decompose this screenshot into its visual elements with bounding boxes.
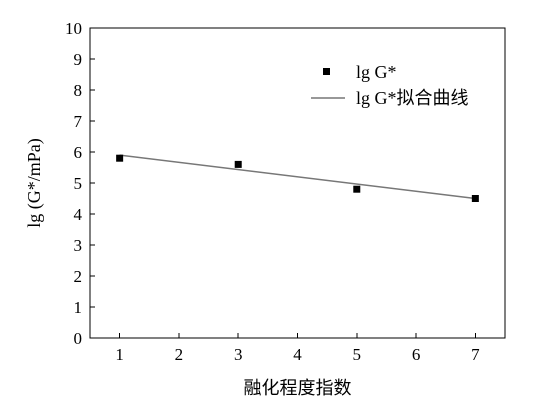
plot-area <box>89 27 506 339</box>
x-axis: 1 2 3 4 5 6 7 <box>115 333 480 364</box>
legend: lg G* lg G*拟合曲线 <box>311 62 469 108</box>
y-tick-label-10: 10 <box>65 19 82 38</box>
data-point-7 <box>471 195 479 202</box>
y-tick-label-8: 8 <box>74 81 83 100</box>
legend-label-lg-g: lg G* <box>356 62 397 82</box>
x-tick-label-1: 1 <box>115 345 124 364</box>
y-tick-label-9: 9 <box>74 50 83 69</box>
x-tick-label-4: 4 <box>293 345 302 364</box>
x-tick-label-2: 2 <box>175 345 184 364</box>
data-point-3 <box>234 160 242 168</box>
x-tick-label-5: 5 <box>353 345 362 364</box>
x-tick-label-3: 3 <box>234 345 243 364</box>
data-point-5 <box>353 185 361 193</box>
x-tick-label-6: 6 <box>412 345 421 364</box>
y-tick-label-5: 5 <box>74 174 83 193</box>
y-tick-label-6: 6 <box>74 143 83 162</box>
fit-line <box>119 154 476 200</box>
y-tick-label-4: 4 <box>74 205 83 224</box>
legend-label-fit-curve: lg G*拟合曲线 <box>356 88 469 108</box>
y-tick-label-7: 7 <box>74 112 83 131</box>
y-tick-label-2: 2 <box>74 267 83 286</box>
y-axis-title: lg (G*/mPa) <box>24 138 45 228</box>
plot-frame <box>89 27 506 339</box>
series-layer <box>116 154 479 202</box>
data-point-1 <box>116 154 124 162</box>
y-axis: 0 1 2 3 4 5 6 7 8 9 10 <box>65 19 95 348</box>
y-tick-label-3: 3 <box>74 236 83 255</box>
y-tick-label-1: 1 <box>74 298 83 317</box>
x-tick-label-7: 7 <box>471 345 480 364</box>
y-tick-label-0: 0 <box>74 329 83 348</box>
x-axis-title: 融化程度指数 <box>244 378 352 398</box>
legend-marker-lg-g <box>323 68 330 75</box>
